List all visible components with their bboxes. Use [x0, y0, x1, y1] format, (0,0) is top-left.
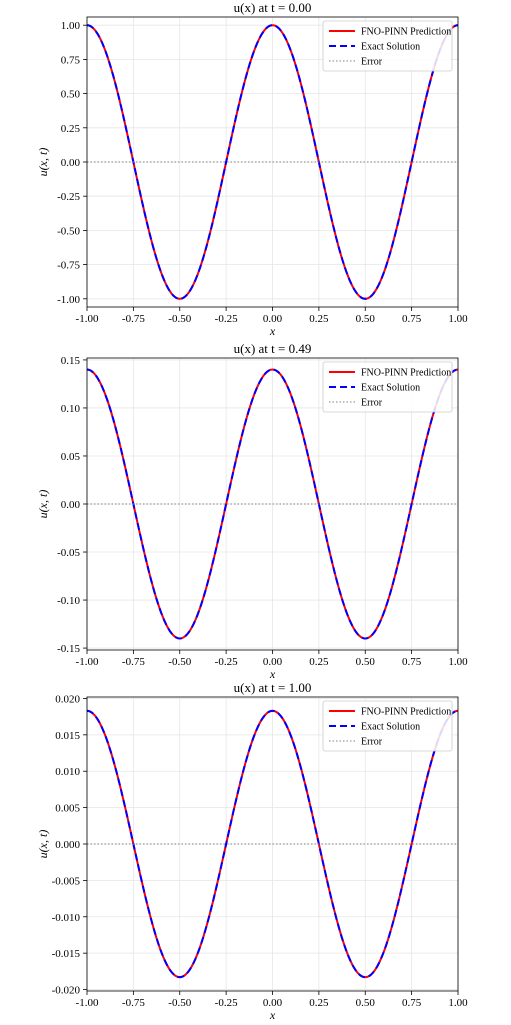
legend: FNO-PINN Prediction Exact Solution Error	[322, 361, 453, 413]
x-tick-label: -1.00	[76, 656, 99, 668]
y-tick-label: 0.15	[61, 355, 81, 367]
x-tick-label: -0.75	[122, 656, 145, 668]
x-tick-label: 0.00	[263, 313, 283, 325]
y-tick-label: 0.015	[55, 730, 80, 742]
legend-label-3: Error	[361, 737, 383, 748]
y-tick-label: 0.00	[61, 157, 81, 169]
x-tick-label: -0.25	[215, 656, 238, 668]
x-tick-label: 0.25	[309, 997, 329, 1009]
y-tick-label: 0.020	[55, 693, 80, 705]
x-tick-label: 0.50	[356, 997, 376, 1009]
legend-label-3: Error	[361, 57, 383, 68]
y-tick-label: -0.50	[57, 225, 80, 237]
legend-box	[322, 20, 453, 72]
legend-label-2: Exact Solution	[361, 383, 420, 394]
y-tick-label: -0.10	[57, 595, 80, 607]
x-tick-label: 0.00	[263, 656, 283, 668]
y-tick-label: -0.05	[57, 547, 80, 559]
legend-label-1: FNO-PINN Prediction	[361, 27, 451, 38]
x-tick-label: 1.00	[448, 656, 468, 668]
x-tick-label: -0.50	[168, 656, 191, 668]
y-tick-label: 0.25	[61, 123, 81, 135]
y-axis-label: u(x, t)	[36, 148, 50, 177]
legend-box	[322, 700, 453, 752]
series-line-2	[86, 24, 459, 300]
x-tick-label: 0.25	[309, 656, 329, 668]
x-tick-label: -0.25	[215, 997, 238, 1009]
series-line-2	[86, 709, 459, 979]
y-tick-label: -0.25	[57, 191, 80, 203]
x-tick-label: -0.75	[122, 997, 145, 1009]
x-tick-label: -0.50	[168, 313, 191, 325]
legend: FNO-PINN Prediction Exact Solution Error	[322, 20, 453, 72]
y-tick-label: -0.005	[52, 875, 81, 887]
y-tick-label: -1.00	[57, 294, 80, 306]
x-tick-label: -1.00	[76, 997, 99, 1009]
x-tick-label: -0.50	[168, 997, 191, 1009]
chart-panel-1: -1.00 -0.75 -0.50 -0.25 0.00 0.25 0.50 0.75 1.00…	[36, 0, 468, 338]
chart-title: u(x) at t = 1.00	[234, 680, 312, 695]
y-tick-label: 0.010	[55, 766, 80, 778]
y-axis-label: u(x, t)	[36, 490, 50, 519]
legend-label-1: FNO-PINN Prediction	[361, 707, 451, 718]
y-axis-label: u(x, t)	[36, 830, 50, 859]
y-tick-label: 0.00	[61, 499, 81, 511]
y-tick-label: -0.75	[57, 260, 80, 272]
chart-panel-2: -1.00 -0.75 -0.50 -0.25 0.00 0.25 0.50 0.75 1.00…	[36, 341, 468, 681]
x-tick-label: 0.50	[356, 656, 376, 668]
legend-label-1: FNO-PINN Prediction	[361, 368, 451, 379]
legend-box	[322, 361, 453, 413]
legend-label-3: Error	[361, 398, 383, 409]
x-tick-label: 0.50	[356, 313, 376, 325]
chart-panel-3: -1.00 -0.75 -0.50 -0.25 0.00 0.25 0.50 0.75 1.00…	[36, 680, 468, 1022]
y-tick-label: -0.015	[52, 948, 81, 960]
x-tick-label: 0.25	[309, 313, 329, 325]
x-tick-label: -0.25	[215, 313, 238, 325]
chart-title: u(x) at t = 0.49	[234, 341, 312, 356]
x-tick-label: 1.00	[448, 997, 468, 1009]
x-tick-label: 0.75	[402, 997, 422, 1009]
x-axis-label: x	[269, 324, 276, 338]
x-tick-label: 0.75	[402, 656, 422, 668]
y-tick-label: 0.005	[55, 803, 80, 815]
y-tick-label: 0.75	[61, 54, 81, 66]
x-tick-label: 1.00	[448, 313, 468, 325]
legend-label-2: Exact Solution	[361, 722, 420, 733]
x-axis-label: x	[269, 667, 276, 681]
y-tick-label: 1.00	[61, 20, 81, 32]
x-axis-label: x	[269, 1008, 276, 1022]
x-tick-label: 0.75	[402, 313, 422, 325]
y-tick-label: 0.05	[61, 451, 81, 463]
y-tick-label: -0.020	[52, 985, 81, 997]
x-tick-label: 0.00	[263, 997, 283, 1009]
y-tick-label: -0.15	[57, 643, 80, 655]
series-line-2	[86, 368, 459, 640]
x-tick-label: -0.75	[122, 313, 145, 325]
y-tick-label: 0.50	[61, 89, 81, 101]
legend-label-2: Exact Solution	[361, 42, 420, 53]
chart-title: u(x) at t = 0.00	[234, 0, 312, 15]
x-tick-label: -1.00	[76, 313, 99, 325]
legend: FNO-PINN Prediction Exact Solution Error	[322, 700, 453, 752]
y-tick-label: -0.010	[52, 912, 81, 924]
y-tick-label: 0.10	[61, 403, 81, 415]
y-tick-label: 0.000	[55, 839, 80, 851]
